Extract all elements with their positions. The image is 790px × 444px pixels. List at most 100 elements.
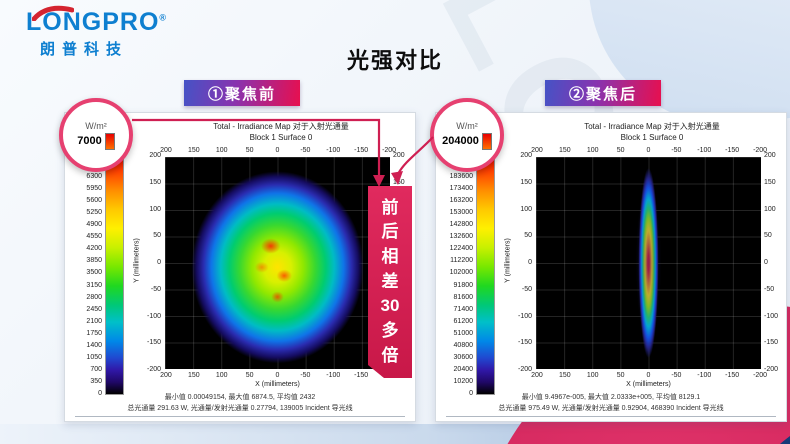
x-axis-ticks-top: 200 150 100 50 0 -50 -100 -150 -200	[523, 147, 774, 154]
logo-swoosh-icon	[32, 5, 74, 21]
chart-subtitle: Block 1 Surface 0	[249, 133, 313, 143]
ytick: -50	[150, 285, 161, 293]
ytick: -200	[764, 366, 779, 373]
colorbar-top-swatch	[481, 132, 492, 150]
y-axis-ticks-left: 200 150 100 50 0 -50 -100 -150 -200	[125, 152, 161, 373]
tick: -150	[725, 372, 740, 379]
tick: -100	[326, 372, 341, 379]
cbar-tick: 102000	[449, 269, 473, 277]
ytick: 200	[764, 152, 776, 159]
focused-line-spot	[536, 157, 761, 369]
cbar-tick: 1750	[86, 329, 102, 337]
ribbon-char: 前	[381, 197, 399, 217]
ribbon-char: 倍	[381, 345, 399, 365]
tick: -100	[697, 147, 712, 154]
ytick: 50	[524, 232, 532, 240]
ytick: 0	[528, 259, 532, 266]
tick: 100	[215, 372, 228, 379]
cbar-tick: 0	[98, 389, 102, 397]
cbar-tick: 142800	[449, 221, 473, 229]
ytick: 150	[393, 178, 405, 186]
cbar-tick: 0	[469, 389, 473, 397]
ribbon-char: 差	[381, 271, 399, 291]
difference-ribbon: 前后相差 30 多倍	[368, 186, 412, 378]
cbar-tick: 173400	[449, 185, 473, 193]
colorbar-tick-labels: 2040001938001836001734001632001530001428…	[436, 149, 473, 397]
tick: 50	[245, 147, 254, 154]
cbar-tick: 1400	[86, 341, 102, 349]
ytick: 200	[393, 152, 405, 159]
cbar-tick: 30600	[453, 353, 473, 361]
chart-subtitle: Block 1 Surface 0	[620, 133, 684, 143]
stats-line1: 最小值 0.00049154, 最大值 6874.5, 平均值 2432	[164, 394, 316, 401]
cbar-tick: 3500	[86, 269, 102, 277]
ytick: -200	[517, 366, 532, 373]
logo-brand-text: LONGPRO	[26, 8, 160, 36]
tick: -150	[354, 147, 369, 154]
ytick: -100	[517, 312, 532, 320]
tick: 0	[275, 147, 280, 154]
page-title: 光强对比	[346, 47, 444, 73]
ytick: 100	[149, 205, 161, 213]
cbar-tick: 1050	[86, 353, 102, 361]
chart-title: Total - Irradiance Map 对于入射光通量	[584, 122, 720, 131]
banner-before-focus: ①聚焦前	[184, 80, 300, 106]
tick: 150	[187, 147, 200, 154]
tick: 100	[586, 372, 599, 379]
cbar-tick: 350	[90, 377, 102, 385]
cbar-tick: 2100	[86, 317, 102, 325]
stats-line1: 最小值 9.4967e-005, 最大值 2.0333e+005, 平均值 81…	[521, 394, 701, 401]
cbar-tick: 163200	[449, 197, 473, 205]
max-value-text: 204000	[442, 135, 479, 147]
ribbon-char: 相	[381, 247, 399, 267]
max-value-label: 204000	[442, 132, 492, 150]
divider	[446, 416, 776, 417]
chart-title-block: Total - Irradiance Map 对于入射光通量 Block 1 S…	[526, 121, 778, 143]
colorbar-tick-labels: 7000665063005950560052504900455042003850…	[65, 149, 102, 397]
colorbar-top-swatch	[104, 132, 115, 150]
tick: 50	[616, 372, 625, 379]
ytick: 200	[520, 152, 532, 159]
tick: 0	[646, 147, 651, 154]
tick: 50	[245, 372, 254, 379]
tick: -100	[326, 147, 341, 154]
max-value-text: 7000	[77, 135, 102, 147]
logo-subtitle: 朗普科技	[40, 41, 129, 58]
heatmap-plot-after	[536, 157, 761, 369]
unit-label: W/m²	[85, 120, 107, 131]
y-axis-ticks-left: 200 150 100 50 0 -50 -100 -150 -200	[496, 152, 532, 373]
cbar-tick: 122400	[449, 245, 473, 253]
x-axis-ticks-bottom: 200 150 100 50 0 -50 -100 -150 -200	[523, 372, 774, 379]
cbar-tick: 71400	[453, 305, 473, 313]
cbar-tick: 3850	[86, 257, 102, 265]
ytick: 150	[149, 178, 161, 186]
ytick: 0	[157, 259, 161, 266]
stats-line2: 总光通量 291.63 W, 光通量/发射光通量 0.27794, 139005…	[127, 404, 353, 412]
cbar-tick: 5250	[86, 209, 102, 217]
unit-label: W/m²	[456, 120, 478, 131]
cbar-tick: 5950	[86, 185, 102, 193]
tick: 200	[160, 147, 172, 154]
ytick: 100	[764, 205, 776, 213]
ytick: -50	[521, 285, 532, 293]
ytick: -200	[146, 366, 161, 373]
ytick: 150	[764, 178, 776, 186]
cbar-tick: 2450	[86, 305, 102, 313]
tick: -50	[300, 147, 311, 154]
tick: -150	[354, 372, 369, 379]
ribbon-char: 30	[380, 296, 400, 316]
logo-registered-mark: ®	[159, 12, 168, 23]
x-axis-ticks-top: 200 150 100 50 0 -50 -100 -150 -200	[152, 147, 403, 154]
stats-block: 最小值 9.4967e-005, 最大值 2.0333e+005, 平均值 81…	[444, 393, 778, 414]
ytick: -50	[764, 285, 775, 293]
cbar-tick: 132600	[449, 233, 473, 241]
diffuse-spot	[165, 157, 390, 369]
stats-block: 最小值 0.00049154, 最大值 6874.5, 平均值 2432 总光通…	[73, 393, 407, 414]
cbar-tick: 183600	[449, 173, 473, 181]
tick: -100	[697, 372, 712, 379]
y-axis-ticks-right: 200 150 100 50 0 -50 -100 -150 -200	[764, 152, 790, 373]
tick: -200	[382, 147, 397, 154]
cbar-tick: 153000	[449, 209, 473, 217]
panel-after-focus: Total - Irradiance Map 对于入射光通量 Block 1 S…	[430, 98, 790, 422]
ytick: -150	[517, 339, 532, 347]
